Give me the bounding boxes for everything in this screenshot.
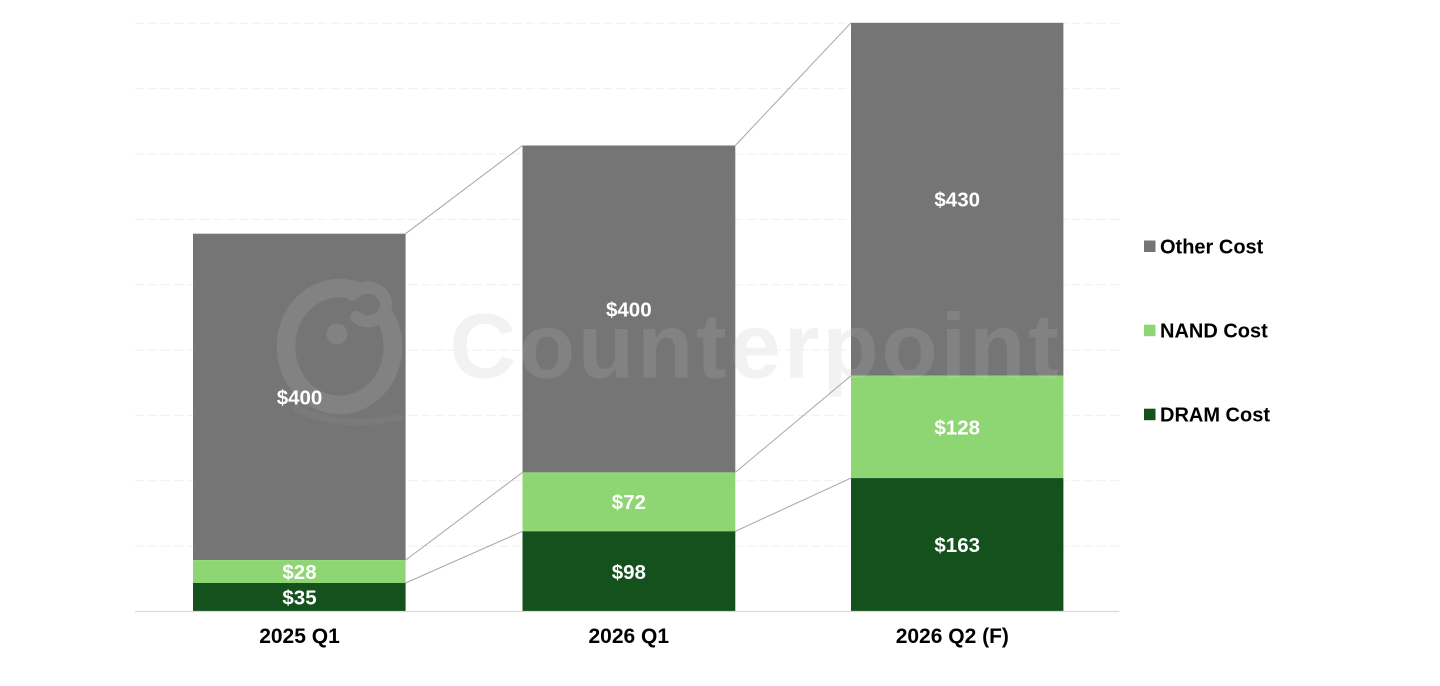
svg-text:$400: $400 xyxy=(606,298,652,321)
svg-text:Other Cost: Other Cost xyxy=(1160,236,1264,258)
svg-text:2026 Q2 (F): 2026 Q2 (F) xyxy=(896,625,1009,648)
svg-text:$35: $35 xyxy=(282,587,316,610)
svg-text:$430: $430 xyxy=(934,189,980,212)
svg-text:$400: $400 xyxy=(277,386,323,409)
svg-text:$163: $163 xyxy=(934,534,980,557)
svg-text:NAND Cost: NAND Cost xyxy=(1160,321,1268,343)
svg-text:Counterpoint: Counterpoint xyxy=(450,295,1062,397)
svg-text:$98: $98 xyxy=(612,561,646,584)
svg-text:2026 Q1: 2026 Q1 xyxy=(589,625,670,648)
svg-text:$128: $128 xyxy=(934,416,980,439)
svg-text:$28: $28 xyxy=(282,561,316,584)
svg-text:$72: $72 xyxy=(612,491,646,514)
svg-text:2025 Q1: 2025 Q1 xyxy=(259,625,340,648)
svg-text:DRAM Cost: DRAM Cost xyxy=(1160,405,1270,427)
